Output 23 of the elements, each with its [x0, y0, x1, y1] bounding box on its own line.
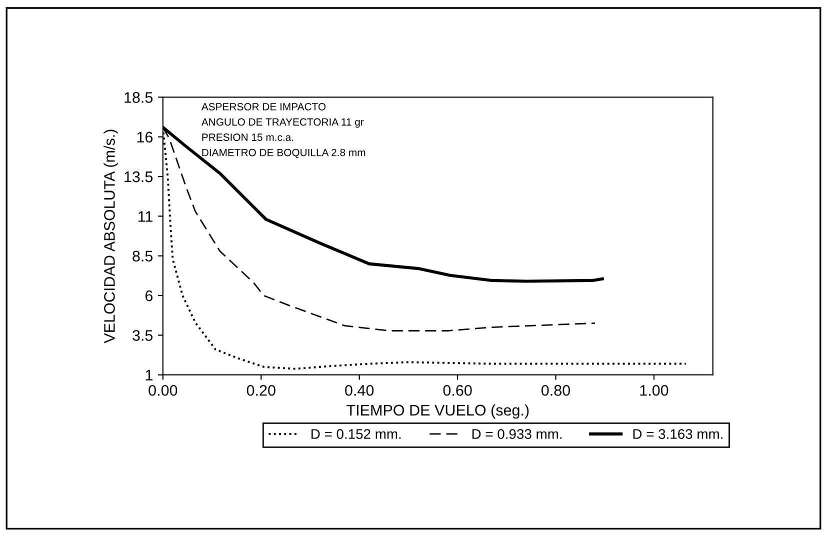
x-tick-label: 0.00: [148, 384, 178, 396]
y-tick-label: 6: [145, 290, 153, 302]
legend-label: D = 3.163 mm.: [633, 429, 722, 439]
y-tick-label: 1: [146, 370, 152, 380]
annotation: ANGULO DE TRAYECTORIA 11 gr: [201, 118, 364, 128]
y-axis-title: VELOCIDAD ABSOLUTA (m/s.): [104, 130, 118, 344]
x-tick-label: 1.00: [640, 384, 668, 396]
x-tick-label: 0.20: [246, 384, 276, 396]
y-tick-label: 11: [138, 211, 152, 222]
x-tick-label: 0.80: [541, 384, 570, 396]
annotation: DIAMETRO DE BOQUILLA 2.8 mm: [202, 148, 366, 158]
y-tick-label: 18.5: [124, 92, 153, 103]
x-axis-title: TIEMPO DE VUELO (seg.): [346, 404, 529, 419]
y-tick-label: 16: [137, 132, 153, 143]
x-tick-label: 0.40: [345, 384, 374, 396]
legend-label: D = 0.152 mm.: [312, 429, 401, 439]
y-tick-label: 13.5: [124, 171, 153, 182]
legend-label: D = 0.933 mm.: [472, 429, 562, 439]
annotation: PRESION 15 m.c.a.: [202, 134, 294, 141]
y-tick-label: 3.5: [132, 330, 153, 341]
x-tick-label: 0.60: [443, 384, 472, 396]
annotation: ASPERSOR DE IMPACTO: [201, 103, 326, 110]
y-tick-label: 8.5: [132, 250, 153, 262]
